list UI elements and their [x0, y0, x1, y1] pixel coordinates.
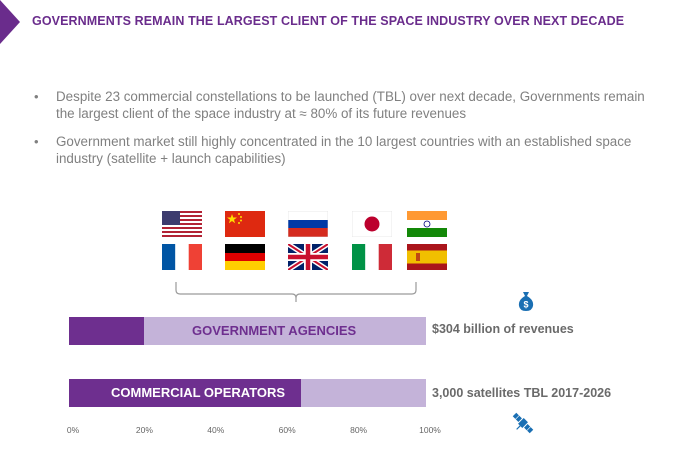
- bullet-marker: •: [34, 134, 39, 149]
- spain-flag: [407, 244, 447, 270]
- government-agencies-bar: GOVERNMENT AGENCIES: [69, 317, 426, 345]
- corner-accent: [0, 0, 20, 44]
- bullet-list: • Despite 23 commercial constellations t…: [34, 88, 654, 178]
- x-tick-label: 100%: [419, 425, 441, 435]
- government-agencies-bar-fill: [69, 317, 144, 345]
- satellite-icon: [512, 412, 534, 434]
- grouping-brace: [175, 282, 417, 302]
- germany-flag: [225, 244, 265, 270]
- commercial-operators-bar-fill: [69, 379, 302, 407]
- bar-label: GOVERNMENT AGENCIES: [192, 323, 357, 338]
- italy-flag: [352, 244, 392, 270]
- bullet-marker: •: [34, 89, 39, 104]
- bar-label: COMMERCIAL OPERATORS: [111, 385, 286, 400]
- x-tick-label: 40%: [207, 425, 225, 435]
- russia-flag: [288, 211, 328, 237]
- satellites-label: 3,000 satellites TBL 2017-2026: [432, 386, 612, 400]
- france-flag: [162, 244, 202, 270]
- list-item: • Government market still highly concent…: [34, 133, 654, 167]
- list-item: • Despite 23 commercial constellations t…: [34, 88, 654, 122]
- svg-text:$: $: [523, 300, 528, 310]
- bullet-text: Government market still highly concentra…: [56, 134, 632, 166]
- usa-flag: [162, 211, 202, 237]
- x-tick-label: 60%: [278, 425, 296, 435]
- commercial-operators-bar: COMMERCIAL OPERATORS: [69, 379, 426, 407]
- japan-flag: [352, 211, 392, 237]
- x-tick-label: 0%: [66, 425, 80, 435]
- money-bag-icon: $: [518, 292, 534, 311]
- china-flag: [225, 211, 265, 237]
- india-flag: [407, 211, 447, 237]
- page-title: GOVERNMENTS REMAIN THE LARGEST CLIENT OF…: [32, 14, 625, 28]
- bullet-text: Despite 23 commercial constellations to …: [56, 89, 645, 121]
- revenue-label: $304 billion of revenues: [432, 322, 574, 336]
- x-tick-label: 20%: [135, 425, 153, 435]
- x-tick-label: 80%: [350, 425, 368, 435]
- uk-flag: [288, 244, 328, 270]
